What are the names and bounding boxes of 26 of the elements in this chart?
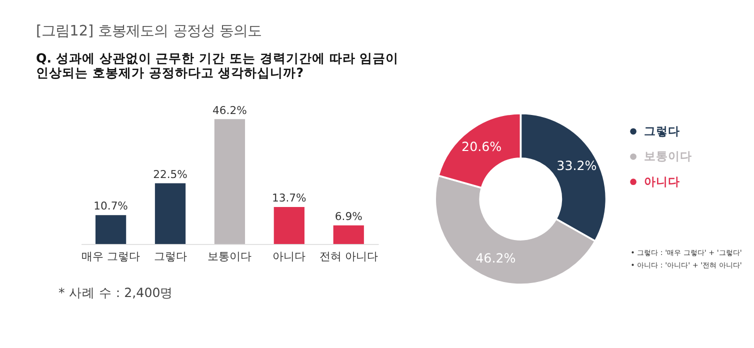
data-label: 20.6% <box>462 138 502 154</box>
data-label: 6.9% <box>334 210 362 223</box>
legend-label: 아니다 <box>644 174 680 188</box>
chart-subtitle: Q. 성과에 상관없이 근무한 기간 또는 경력기간에 따라 임금이 인상되는 호봉제가 공정하다고 생각하십니까? <box>36 50 399 80</box>
legend-label: 보통이다 <box>644 149 692 164</box>
text: * 사례 수 : 2,400명 <box>58 285 174 300</box>
x-tick-label: 전혀 아니다 <box>319 250 378 263</box>
x-tick-label: 매우 그렇다 <box>82 250 140 263</box>
bar <box>274 207 304 244</box>
text: • 그렇다 : '매우 그렇다' + '그렇다' <box>630 248 742 257</box>
data-label: 33.2% <box>556 158 597 173</box>
x-tick-label: 보통이다 <box>208 250 252 263</box>
chart-title: [그림12] 호봉제도의 공정성 동의도 <box>36 23 262 40</box>
x-tick-label: 그렇다 <box>154 250 187 263</box>
data-label: 13.7% <box>272 192 306 205</box>
data-label: 10.7% <box>94 200 128 213</box>
text: • 아니다 : '아니다' + '전혀 아니다' <box>630 260 742 270</box>
data-label: 22.5% <box>153 168 188 181</box>
bar <box>95 215 126 244</box>
data-label: 46.2% <box>476 250 516 266</box>
legend-label: 그렇다 <box>644 124 680 138</box>
data-label: 46.2% <box>212 104 247 117</box>
x-tick-label: 아니다 <box>272 250 306 263</box>
bar <box>154 183 186 244</box>
bar <box>333 225 364 244</box>
bar <box>214 119 246 244</box>
